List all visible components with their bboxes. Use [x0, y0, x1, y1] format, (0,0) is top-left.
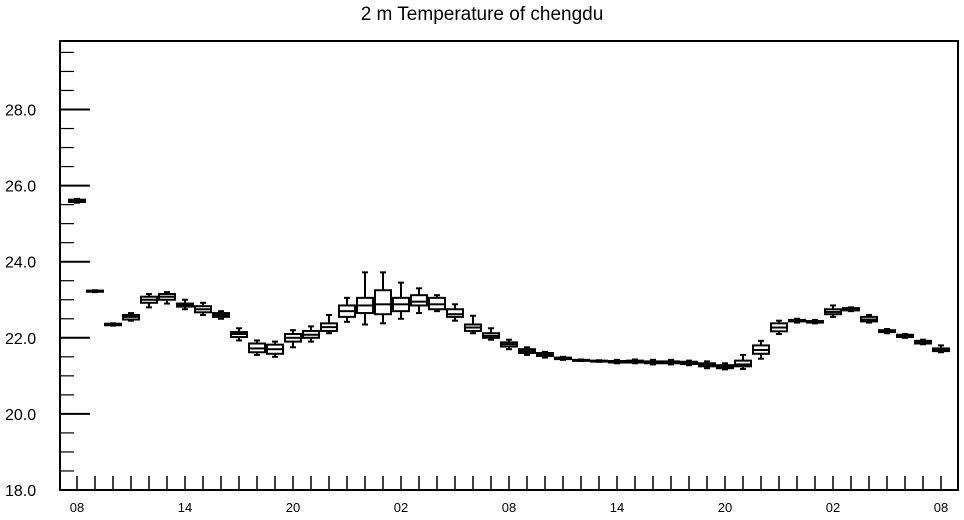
- x-tick-label: 02: [826, 500, 840, 515]
- box-48: [932, 344, 950, 354]
- box-3: [122, 312, 140, 322]
- box-30: [608, 358, 626, 365]
- box-6: [176, 298, 194, 311]
- box-32: [644, 358, 662, 366]
- box-15: [338, 296, 356, 323]
- box-26: [536, 350, 554, 359]
- box-20: [428, 294, 446, 313]
- box-39: [770, 319, 788, 335]
- y-tick-label: 20.0: [5, 407, 36, 424]
- box-12: [284, 329, 302, 349]
- box-43: [842, 306, 860, 313]
- box-1: [86, 289, 104, 294]
- x-tick-label: 08: [70, 500, 84, 515]
- box-4: [140, 293, 158, 309]
- box-21: [446, 303, 464, 322]
- x-tick-label: 14: [610, 500, 624, 515]
- iqr-box: [410, 294, 428, 307]
- minor-tick-group: [60, 51, 74, 491]
- box-34: [680, 359, 698, 367]
- box-2: [104, 322, 122, 327]
- box-46: [896, 332, 914, 339]
- x-tick-label: 08: [502, 500, 516, 515]
- box-16: [356, 271, 374, 326]
- x-tick-label: 02: [394, 500, 408, 515]
- box-37: [734, 353, 752, 370]
- y-tick-label: 22.0: [5, 331, 36, 348]
- plot-frame: [59, 40, 959, 491]
- iqr-box: [446, 308, 464, 318]
- box-23: [482, 327, 500, 341]
- box-7: [194, 301, 212, 316]
- box-24: [500, 338, 518, 351]
- y-tick-label: 18.0: [5, 483, 36, 500]
- y-tick-label: 26.0: [5, 179, 36, 196]
- box-19: [410, 287, 428, 315]
- box-8: [212, 310, 230, 320]
- box-44: [860, 313, 878, 324]
- box-29: [590, 359, 608, 363]
- box-11: [266, 340, 284, 358]
- box-22: [464, 314, 482, 335]
- box-45: [878, 328, 896, 335]
- y-tick-label: 28.0: [5, 102, 36, 119]
- box-13: [302, 325, 320, 343]
- box-36: [716, 362, 734, 371]
- x-tick-label: 08: [934, 500, 948, 515]
- x-tick-label: 20: [286, 500, 300, 515]
- box-5: [158, 291, 176, 305]
- box-14: [320, 313, 338, 335]
- chart-title: 2 m Temperature of chengdu: [360, 4, 604, 25]
- box-17: [374, 271, 392, 325]
- box-0: [68, 197, 86, 204]
- box-series: [68, 197, 950, 371]
- box-47: [914, 338, 932, 346]
- box-31: [626, 358, 644, 365]
- box-42: [824, 304, 842, 318]
- box-41: [806, 318, 824, 325]
- box-27: [554, 355, 572, 361]
- box-38: [752, 339, 770, 360]
- box-40: [788, 317, 806, 324]
- box-28: [572, 358, 590, 363]
- y-tick-label: 24.0: [5, 255, 36, 272]
- box-33: [662, 358, 680, 366]
- box-18: [392, 281, 410, 320]
- y-tick-group: 18.0 20.0 22.0 24.0 26.0 28.0: [5, 102, 90, 500]
- box-10: [248, 339, 266, 356]
- x-tick-label: 20: [718, 500, 732, 515]
- box-25: [518, 346, 536, 356]
- iqr-box: [374, 289, 392, 316]
- box-9: [230, 327, 248, 342]
- x-tick-label: 14: [178, 500, 192, 515]
- box-35: [698, 360, 716, 370]
- x-tick-group: 08 14 20 02 08 14 20 02 08: [70, 476, 948, 515]
